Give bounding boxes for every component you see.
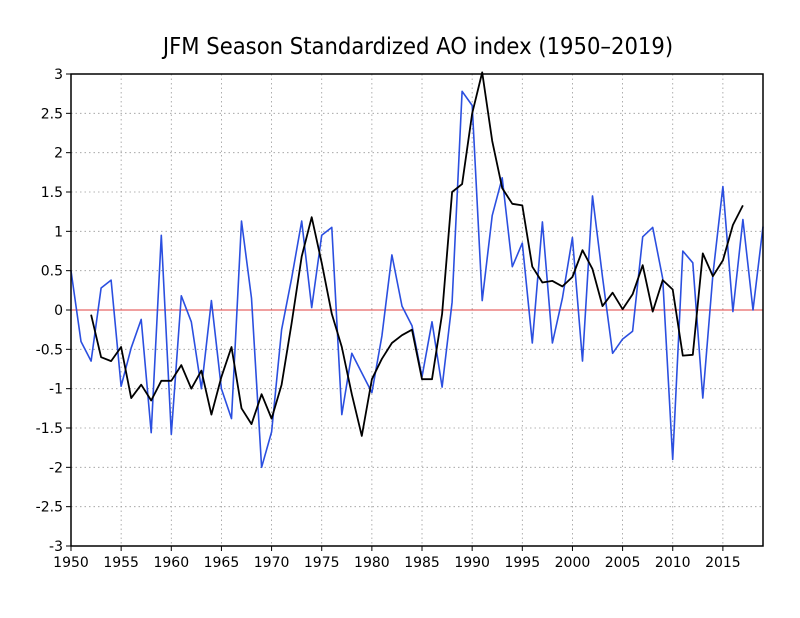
- x-tick-label: 1960: [153, 555, 189, 571]
- y-tick-label: -2: [49, 460, 63, 476]
- ao-index-line-black: [90, 71, 744, 437]
- y-tick-label: -1: [49, 382, 63, 398]
- x-tick-label: 2000: [555, 555, 591, 571]
- y-tick-label: 0: [54, 303, 63, 319]
- y-tick-label: 2: [54, 146, 63, 162]
- x-tick-label: 2005: [605, 555, 641, 571]
- x-tick-label: 1955: [103, 555, 139, 571]
- y-tick-label: 0.5: [41, 264, 63, 280]
- x-tick-label: 1970: [254, 555, 290, 571]
- x-tick-label: 1995: [504, 555, 540, 571]
- x-tick-label: 1985: [404, 555, 440, 571]
- series-layer: [70, 71, 764, 469]
- y-tick-label: 1: [54, 224, 63, 240]
- y-tick-label: -3: [49, 539, 63, 555]
- chart-title: JFM Season Standardized AO index (1950–2…: [162, 34, 674, 60]
- x-tick-label: 1990: [454, 555, 490, 571]
- x-tick-label: 1980: [354, 555, 390, 571]
- x-tick-label: 2010: [655, 555, 691, 571]
- y-tick-label: -0.5: [36, 342, 63, 358]
- y-tick-label: -1.5: [36, 421, 63, 437]
- y-tick-label: 2.5: [41, 106, 63, 122]
- y-tick-label: 1.5: [41, 185, 63, 201]
- ao-index-line-blue: [70, 90, 764, 469]
- y-tick-label: 3: [54, 67, 63, 83]
- x-tick-label: 2015: [705, 555, 741, 571]
- x-tick-label: 1950: [53, 555, 89, 571]
- y-tick-label: -2.5: [36, 500, 63, 516]
- x-tick-label: 1975: [304, 555, 340, 571]
- x-tick-label: 1965: [204, 555, 240, 571]
- axes: -3 -2.5 -2 -1.5 -1 -0.5 0 0.5 1 1.5 2 2.5 3 1950 1955 1…: [36, 67, 741, 571]
